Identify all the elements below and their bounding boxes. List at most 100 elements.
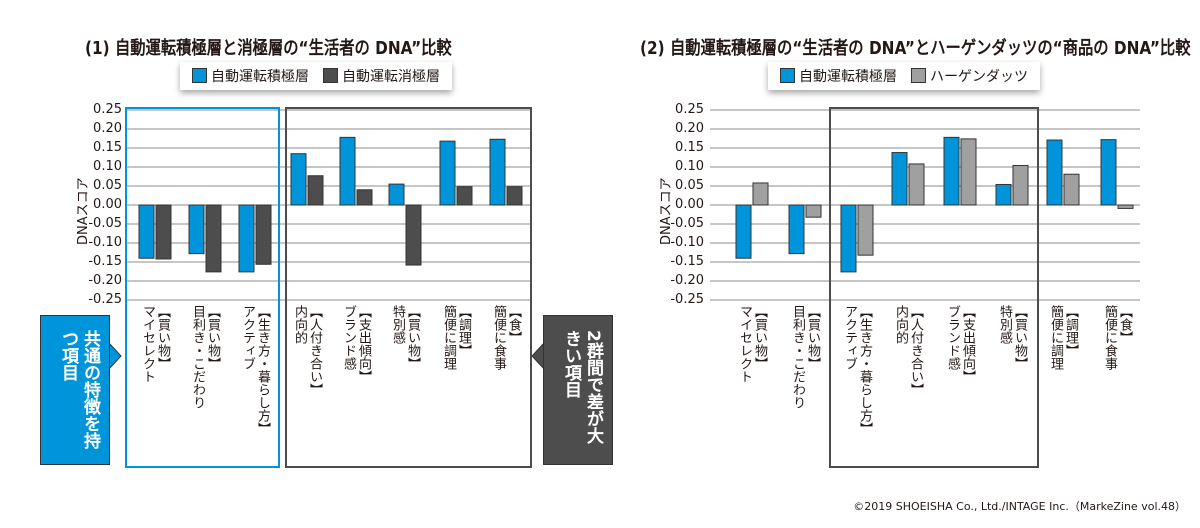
group-box-difference	[285, 107, 532, 468]
category-text: 【食】	[506, 305, 521, 344]
group-box-common	[125, 107, 280, 468]
category-text: 【買い物】	[805, 305, 820, 370]
x-category-label: 【食】 簡便に食事	[1102, 305, 1132, 370]
category-text: 簡便に調理	[441, 305, 456, 370]
bar-series1	[489, 138, 506, 206]
x-category-label: 【支出傾向】 ブランド感	[945, 305, 975, 383]
category-text: 簡便に調理	[1048, 305, 1063, 370]
legend-item: 自動運転積極層	[780, 66, 897, 86]
bar-series1	[1100, 139, 1117, 206]
y-tick-label: 0.05	[93, 178, 122, 193]
category-text: 【生き方・暮らし方】	[857, 305, 872, 435]
bar-series2	[456, 186, 473, 206]
category-text: 【人付き合い】	[307, 305, 322, 396]
category-text: アクティブ	[842, 305, 857, 370]
x-category-label: 【買い物】 目利き・こだわり	[790, 305, 820, 409]
legend-swatch-icon	[192, 68, 207, 83]
bar-series2	[752, 182, 769, 206]
bar-series2	[857, 204, 874, 256]
chart2-legend: 自動運転積極層 ハーゲンダッツ	[768, 62, 1040, 90]
x-category-label: 【買い物】 目利き・こだわり	[190, 305, 220, 409]
legend-swatch-icon	[323, 68, 338, 83]
bar-series2	[1117, 204, 1134, 209]
copyright: ©2019 SHOEISHA Co., Ltd./INTAGE Inc.（Mar…	[853, 500, 1186, 513]
category-text: 内向的	[292, 305, 307, 344]
y-tick-label: 0.20	[93, 121, 122, 136]
bar-series1	[943, 136, 960, 206]
chart1-legend: 自動運転積極層 自動運転消極層	[180, 62, 452, 90]
category-text: 【支出傾向】	[356, 305, 371, 383]
bar-series1	[840, 204, 857, 273]
category-text: 【買い物】	[155, 305, 170, 370]
y-tick-label: -0.05	[670, 216, 704, 231]
bar-series2	[205, 204, 222, 273]
x-category-label: 【買い物】 マイセレクト	[140, 305, 170, 383]
category-text: 特別感	[997, 305, 1012, 344]
category-text: ブランド感	[945, 305, 960, 370]
bar-series1	[188, 204, 205, 255]
bar-series2	[307, 175, 324, 206]
category-text: 特別感	[390, 305, 405, 344]
bar-series2	[805, 204, 822, 218]
x-category-label: 【生き方・暮らし方】 アクティブ	[842, 305, 872, 435]
y-tick-label: 0.25	[675, 102, 704, 117]
bar-series1	[238, 204, 255, 273]
y-tick-label: 0.15	[675, 140, 704, 155]
bar-series2	[356, 189, 373, 206]
category-text: 【調理】	[456, 305, 471, 357]
y-tick-label: -0.10	[670, 235, 704, 250]
category-text: 目利き・こだわり	[790, 305, 805, 409]
y-tick-label: 0.10	[675, 159, 704, 174]
y-tick-label: -0.05	[88, 216, 122, 231]
category-text: 【生き方・暮らし方】	[255, 305, 270, 435]
category-text: 【調理】	[1063, 305, 1078, 357]
y-tick-label: 0.00	[675, 197, 704, 212]
legend-item: 自動運転積極層	[192, 66, 309, 86]
category-text: 【買い物】	[405, 305, 420, 370]
bar-series2	[1063, 173, 1080, 206]
legend-swatch-icon	[911, 68, 926, 83]
callout-common-features: 共通の特徴を持つ項目	[40, 315, 110, 465]
bar-series1	[439, 140, 456, 206]
x-category-label: 【生き方・暮らし方】 アクティブ	[240, 305, 270, 435]
category-text: 【人付き合い】	[908, 305, 923, 396]
y-tick-label: 0.10	[93, 159, 122, 174]
category-text: アクティブ	[240, 305, 255, 370]
legend-item: ハーゲンダッツ	[911, 66, 1028, 86]
x-category-label: 【買い物】 マイセレクト	[737, 305, 767, 383]
category-text: 簡便に食事	[1102, 305, 1117, 370]
y-tick-label: -0.15	[88, 254, 122, 269]
x-category-label: 【人付き合い】 内向的	[893, 305, 923, 396]
x-category-label: 【調理】 簡便に調理	[1048, 305, 1078, 370]
chart2-title: (2) 自動運転積極層の“生活者の DNA”とハーゲンダッツの“商品の DNA”…	[640, 38, 1191, 59]
category-text: 内向的	[893, 305, 908, 344]
x-category-label: 【買い物】 特別感	[997, 305, 1027, 370]
group-box-chart2	[829, 107, 1039, 468]
x-category-label: 【調理】 簡便に調理	[441, 305, 471, 370]
bar-series2	[155, 204, 172, 260]
bar-series2	[960, 138, 977, 206]
x-category-label: 【支出傾向】 ブランド感	[341, 305, 371, 383]
bar-series2	[405, 204, 422, 266]
y-tick-label: -0.10	[88, 235, 122, 250]
legend-label: 自動運転積極層	[211, 69, 309, 85]
bar-series1	[138, 204, 155, 259]
y-tick-label: 0.05	[675, 178, 704, 193]
x-category-label: 【人付き合い】 内向的	[292, 305, 322, 396]
y-tick-label: 0.25	[93, 102, 122, 117]
bar-series1	[388, 183, 405, 206]
y-tick-label: -0.20	[670, 273, 704, 288]
x-category-label: 【食】 簡便に食事	[491, 305, 521, 370]
legend-label: 自動運転積極層	[799, 69, 897, 85]
category-text: 目利き・こだわり	[190, 305, 205, 409]
callout-large-difference: 2群間で差が大きい項目	[543, 315, 613, 465]
y-tick-label: 0.00	[93, 197, 122, 212]
category-text: 【買い物】	[752, 305, 767, 370]
y-tick-label: -0.15	[670, 254, 704, 269]
callout-arrow-right-icon	[108, 341, 122, 371]
bar-series1	[735, 204, 752, 259]
legend-item: 自動運転消極層	[323, 66, 440, 86]
bar-series1	[995, 183, 1012, 206]
category-text: 【買い物】	[205, 305, 220, 370]
